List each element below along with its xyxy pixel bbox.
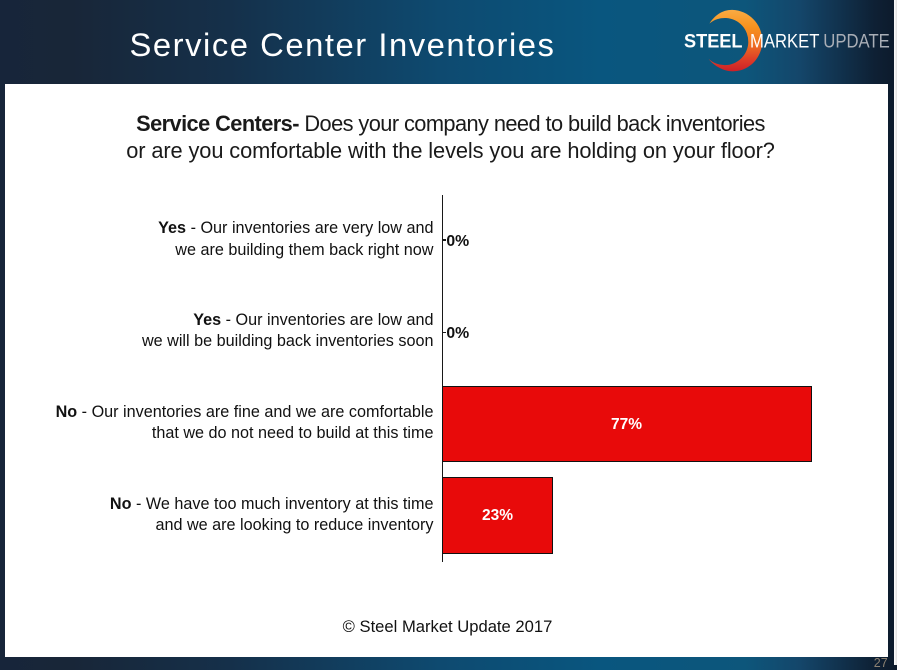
svg-text:UPDATE: UPDATE xyxy=(823,32,890,53)
svg-text:STEEL: STEEL xyxy=(684,32,743,53)
svg-text:MARKET: MARKET xyxy=(750,32,820,53)
